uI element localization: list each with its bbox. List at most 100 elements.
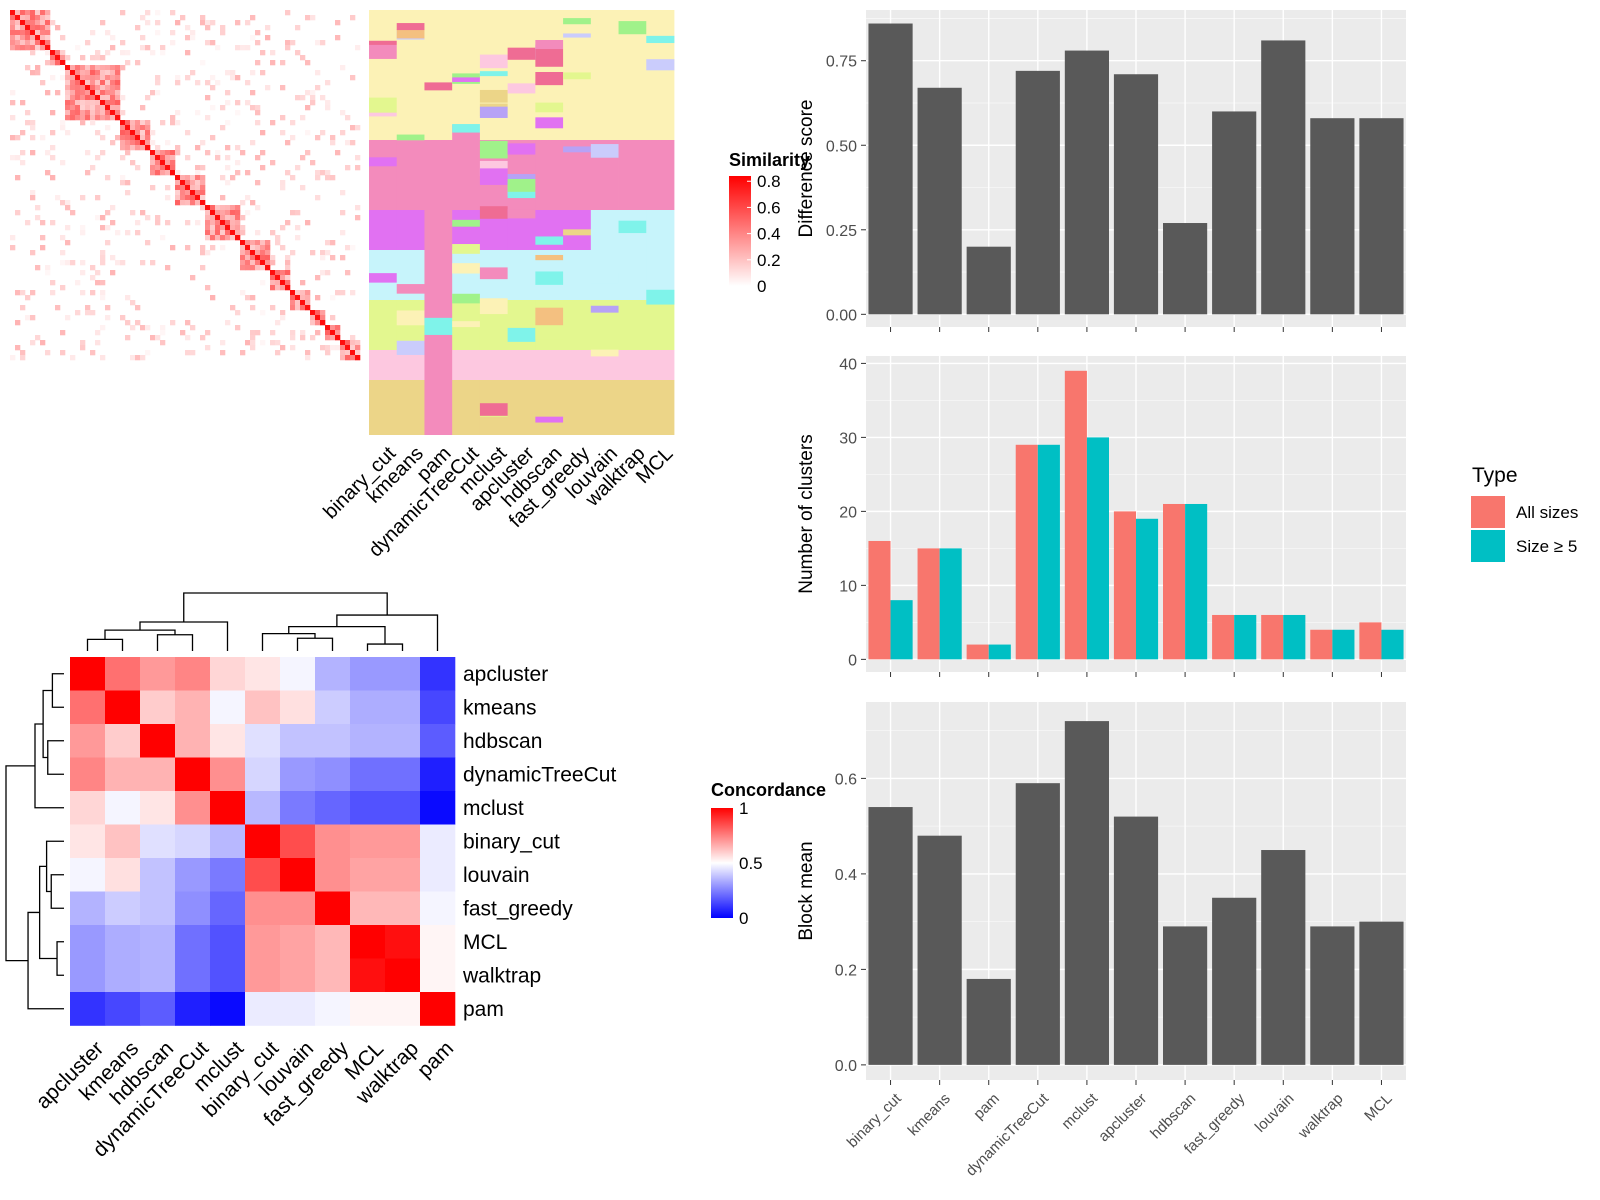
similarity-cell (145, 130, 151, 136)
similarity-cell (70, 80, 76, 86)
concordance-cell (350, 757, 386, 792)
similarity-cell (200, 175, 206, 181)
similarity-cell (70, 75, 76, 81)
similarity-cell (90, 165, 96, 171)
similarity-cell (70, 105, 76, 111)
similarity-cell (210, 225, 216, 231)
similarity-cell (205, 20, 211, 26)
membership-block (563, 300, 592, 350)
similarity-cell (155, 170, 161, 176)
similarity-cell (15, 30, 21, 36)
concordance-cell (210, 858, 246, 892)
similarity-cell (355, 345, 361, 351)
similarity-cell (245, 255, 251, 261)
similarity-cell (70, 70, 76, 76)
similarity-cell (115, 230, 121, 236)
similarity-cell (35, 35, 41, 41)
similarity-cell (15, 10, 21, 16)
column-dendrogram-branch (336, 614, 439, 651)
similarity-cell (120, 110, 126, 116)
similarity-cell (295, 300, 301, 306)
difference-score-chart-bar (868, 23, 913, 315)
similarity-cell (25, 110, 31, 116)
similarity-cell (250, 35, 256, 41)
similarity-cell (75, 75, 81, 81)
similarity-cell (235, 100, 241, 106)
similarity-cell (65, 110, 71, 116)
membership-heatmap: binary_cutkmeanspamdynamicTreeCutmclusta… (319, 10, 677, 561)
membership-block (618, 250, 647, 300)
similarity-cell (10, 115, 16, 121)
similarity-cell (255, 110, 261, 116)
similarity-cell (145, 350, 151, 356)
difference-score-chart-bar (1310, 118, 1355, 315)
similarity-cell (140, 355, 146, 361)
similarity-cell (275, 320, 281, 326)
concordance-cell (175, 824, 211, 859)
similarity-cell (115, 105, 121, 111)
similarity-cell (125, 140, 131, 146)
similarity-cell (220, 230, 226, 236)
similarity-cell (280, 270, 286, 276)
similarity-cell (255, 205, 261, 211)
similarity-cell (85, 65, 91, 71)
similarity-cell (225, 90, 231, 96)
similarity-cell (315, 85, 321, 91)
membership-stripe (369, 157, 398, 167)
similarity-cell (65, 130, 71, 136)
membership-stripe (646, 289, 675, 305)
similarity-cell (320, 40, 326, 46)
similarity-cell (185, 220, 191, 226)
similarity-cell (285, 285, 291, 291)
similarity-cell (65, 260, 71, 266)
concordance-cell (385, 891, 421, 926)
similarity-cell (345, 345, 351, 351)
concordance-cell (210, 891, 246, 926)
similarity-cell (55, 55, 61, 61)
similarity-cell (210, 235, 216, 241)
similarity-cell (20, 40, 26, 46)
similarity-cell (20, 20, 26, 26)
similarity-cell (310, 335, 316, 341)
similarity-cell (325, 335, 331, 341)
similarity-cell (355, 350, 361, 356)
membership-block (618, 300, 647, 350)
similarity-cell (25, 65, 31, 71)
similarity-cell (30, 340, 36, 346)
similarity-cell (255, 240, 261, 246)
membership-block (646, 140, 675, 210)
cluster-count-bar (1136, 518, 1159, 660)
similarity-cell (310, 95, 316, 101)
concordance-cell (175, 724, 211, 758)
similarity-cell (105, 115, 111, 121)
similarity-cell (40, 235, 46, 241)
similarity-cell (225, 215, 231, 221)
membership-block (563, 350, 592, 380)
similarity-cell (245, 250, 251, 256)
membership-stripe (479, 106, 509, 118)
concordance-cell (280, 891, 316, 926)
similarity-cell (285, 275, 291, 281)
similarity-cell (90, 110, 96, 116)
similarity-cell (340, 230, 346, 236)
block-mean-chart-bar (966, 978, 1011, 1065)
similarity-cell (340, 210, 346, 216)
membership-block (535, 350, 564, 380)
similarity-cell (330, 325, 336, 331)
similarity-cell (140, 15, 146, 21)
similarity-cell (30, 10, 36, 16)
cluster-count-chart-y-tick-label: 10 (839, 578, 857, 595)
similarity-cell (170, 170, 176, 176)
similarity-cell (210, 85, 216, 91)
similarity-cell (120, 135, 126, 141)
similarity-cell (320, 345, 326, 351)
similarity-cell (225, 120, 231, 126)
membership-stripe (507, 178, 536, 192)
similarity-cell (300, 95, 306, 101)
similarity-legend-tick-label: 0.8 (757, 172, 781, 191)
similarity-cell (90, 290, 96, 296)
similarity-cell (130, 120, 136, 126)
membership-stripe (646, 35, 675, 44)
similarity-cell (95, 70, 101, 76)
similarity-cell (20, 25, 26, 31)
